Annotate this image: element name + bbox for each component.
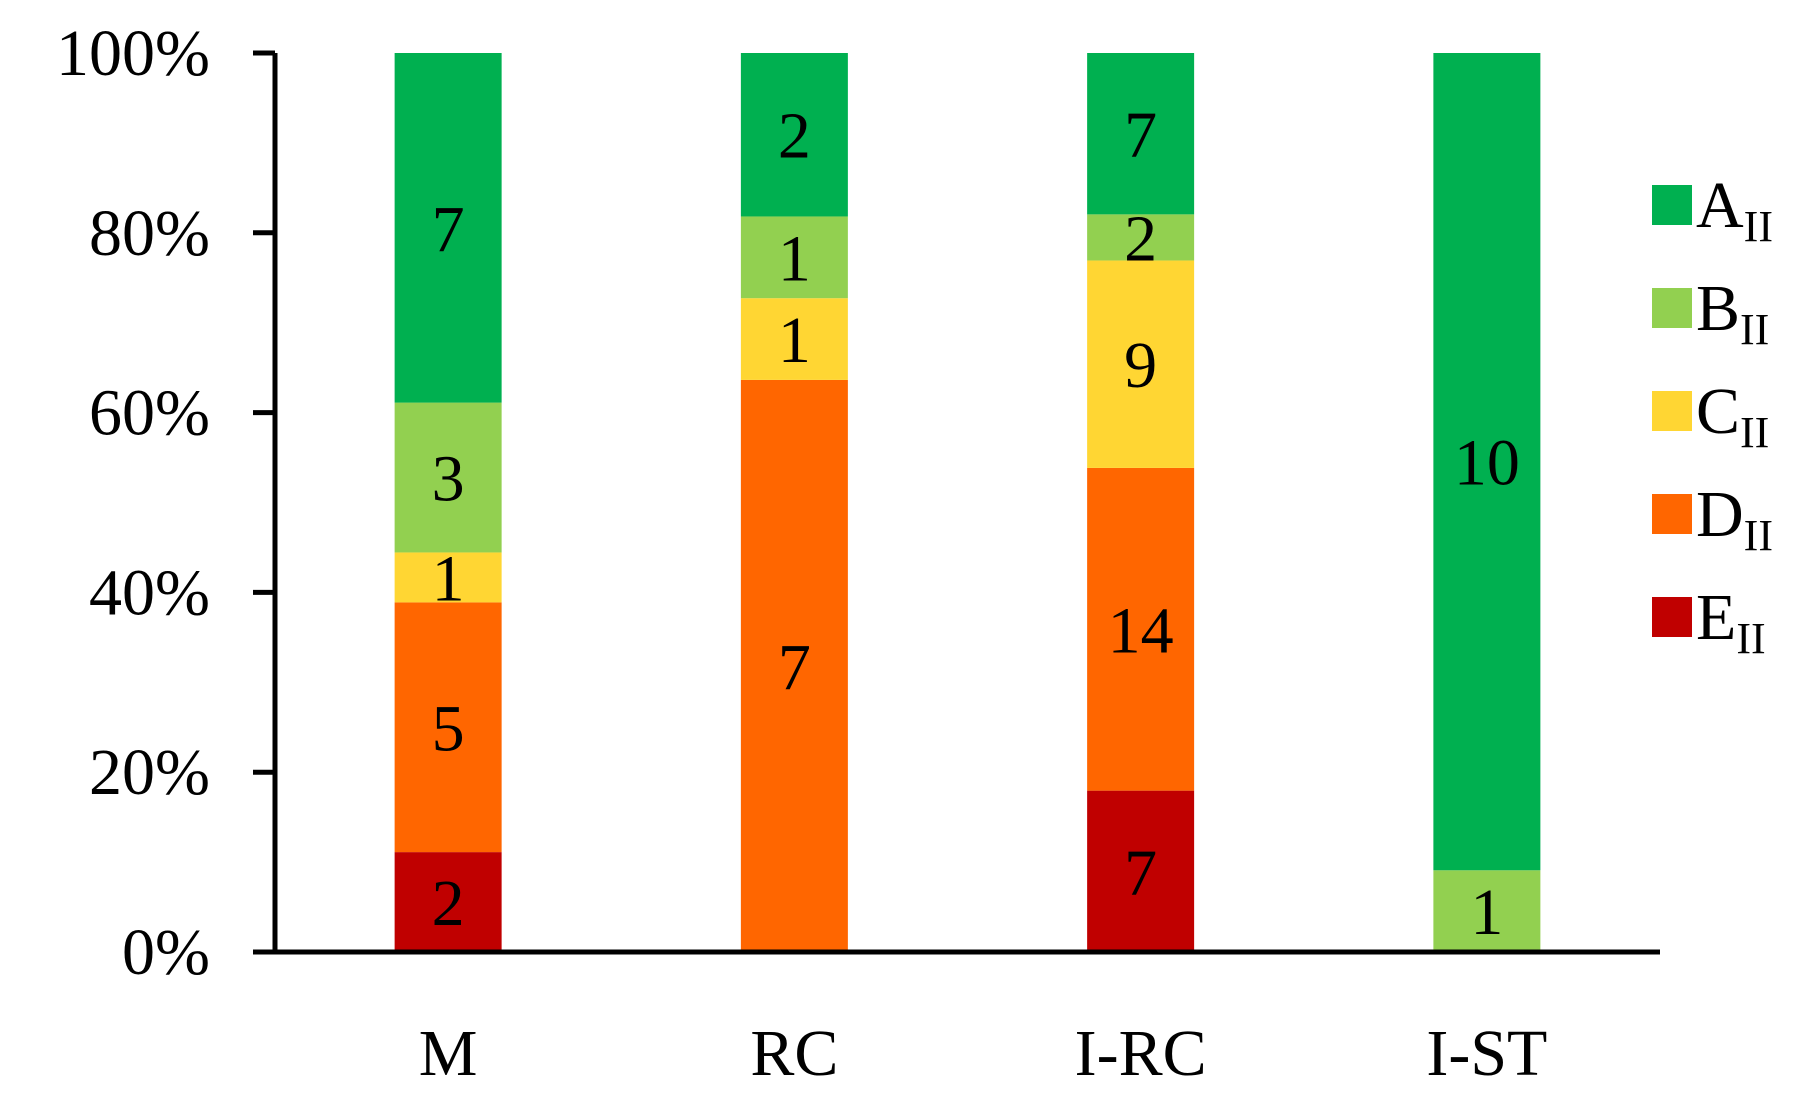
data-label-c-rc: 1 xyxy=(778,304,811,377)
legend-letter-d: D xyxy=(1696,478,1744,551)
bar-segment-d-m xyxy=(394,602,502,853)
legend-label-e: EII xyxy=(1696,581,1766,663)
bar-segment-e-m xyxy=(394,852,502,952)
legend-subscript-d: II xyxy=(1744,511,1773,560)
bar-segment-c-i-rc xyxy=(1087,260,1195,468)
bar-segment-e-i-rc xyxy=(1087,790,1195,952)
data-label-b-m: 3 xyxy=(432,443,465,516)
legend-letter-b: B xyxy=(1696,272,1740,345)
bar-segment-c-rc xyxy=(740,298,848,380)
data-label-a-i-rc: 7 xyxy=(1124,99,1157,172)
legend-subscript-a: II xyxy=(1744,202,1773,251)
legend-label-a: AII xyxy=(1696,169,1773,251)
axes-group: M RC I-RC I-ST 0% 20% 40% 60% 80% 100% xyxy=(56,17,1660,1090)
data-label-b-rc: 1 xyxy=(778,222,811,295)
legend-letter-a: A xyxy=(1696,169,1744,242)
legend-subscript-e: II xyxy=(1736,614,1765,663)
data-label-c-m: 1 xyxy=(432,542,465,615)
bar-segment-a-i-st xyxy=(1433,53,1541,871)
data-label-b-i-st: 1 xyxy=(1470,876,1503,949)
data-label-d-i-rc: 14 xyxy=(1108,594,1174,667)
bars-group xyxy=(394,53,1541,953)
y-tick-label-0: 0% xyxy=(122,916,210,989)
legend-swatch-d xyxy=(1652,494,1692,534)
data-label-a-i-st: 10 xyxy=(1454,427,1520,500)
data-label-a-rc: 2 xyxy=(778,100,811,173)
legend-swatch-e xyxy=(1652,597,1692,637)
data-label-d-m: 5 xyxy=(432,692,465,765)
data-label-d-rc: 7 xyxy=(778,631,811,704)
y-tick-label-20: 20% xyxy=(89,736,210,809)
segment-labels-group: 2 5 1 3 7 7 1 1 2 7 14 9 2 7 1 10 xyxy=(432,99,1520,949)
legend-swatch-c xyxy=(1652,391,1692,431)
bar-segment-b-m xyxy=(394,402,502,553)
legend-label-c: CII xyxy=(1696,375,1769,457)
x-tick-label-rc: RC xyxy=(750,1017,838,1090)
y-tick-label-80: 80% xyxy=(89,197,210,270)
bar-segment-c-m xyxy=(394,552,502,603)
data-label-e-i-rc: 7 xyxy=(1124,836,1157,909)
data-label-b-i-rc: 2 xyxy=(1124,202,1157,275)
bar-segment-a-m xyxy=(394,53,502,403)
legend-label-b: BII xyxy=(1696,272,1769,354)
x-tick-label-i-rc: I-RC xyxy=(1075,1017,1207,1090)
bar-segment-b-i-st xyxy=(1433,870,1541,952)
data-label-c-i-rc: 9 xyxy=(1124,329,1157,402)
bar-segment-a-i-rc xyxy=(1087,53,1195,215)
x-tick-label-m: M xyxy=(419,1017,478,1090)
legend-subscript-c: II xyxy=(1740,408,1769,457)
bar-segment-b-rc xyxy=(740,216,848,299)
bar-segment-a-rc xyxy=(740,53,848,217)
y-tick-label-60: 60% xyxy=(89,377,210,450)
legend-label-d: DII xyxy=(1696,478,1773,560)
legend-swatch-b xyxy=(1652,288,1692,328)
legend-letter-c: C xyxy=(1696,375,1740,448)
data-label-a-m: 7 xyxy=(432,193,465,266)
bar-segment-d-i-rc xyxy=(1087,467,1195,791)
legend-letter-e: E xyxy=(1696,581,1736,654)
legend-swatch-a xyxy=(1652,185,1692,225)
y-tick-label-100: 100% xyxy=(56,17,210,90)
data-label-e-m: 2 xyxy=(432,867,465,940)
bar-segment-d-rc xyxy=(740,379,848,953)
legend-subscript-b: II xyxy=(1740,305,1769,354)
y-tick-label-40: 40% xyxy=(89,556,210,629)
bar-segment-b-i-rc xyxy=(1087,214,1195,261)
x-tick-label-i-st: I-ST xyxy=(1426,1017,1547,1090)
